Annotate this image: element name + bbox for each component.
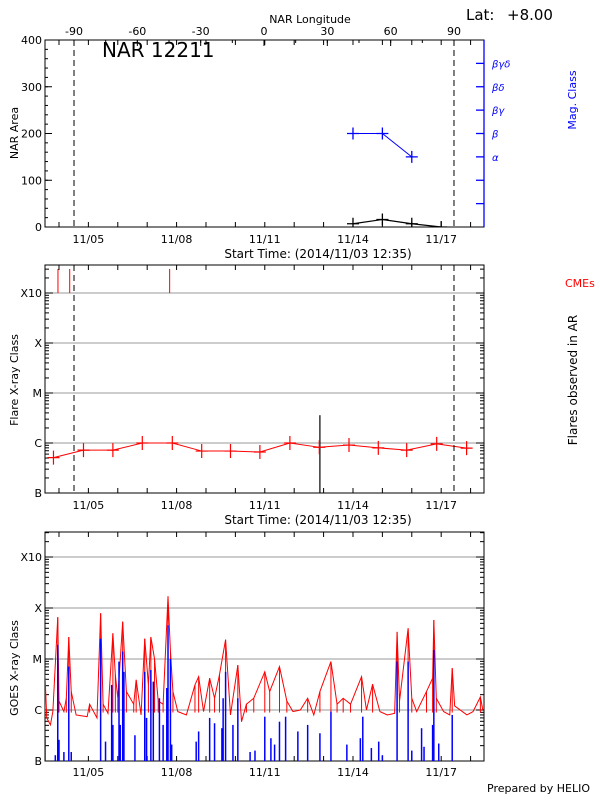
flare-class-point	[47, 450, 60, 465]
x-tick-label: 11/08	[161, 499, 193, 512]
lon-tick-label: 30	[320, 25, 334, 38]
x-tick-label: 11/05	[73, 766, 105, 779]
lon-tick-label: 60	[384, 25, 398, 38]
y-tick-label: X10	[20, 551, 42, 564]
flare-class-point	[166, 436, 179, 450]
flare-class-point	[224, 444, 237, 459]
mag-class-label: βδ	[491, 83, 505, 94]
y-tick-label: 300	[21, 81, 42, 94]
footer-credit: Prepared by HELIO	[487, 782, 590, 795]
cme-label: CMEs	[565, 277, 595, 290]
y-tick-label: 100	[21, 174, 42, 187]
y-tick-label: X	[34, 602, 42, 615]
nar-area-point	[376, 213, 389, 226]
flare-class-point	[136, 436, 149, 450]
mid-xlabel: Start Time: (2014/11/03 12:35)	[224, 513, 411, 527]
region-title: NAR 12211	[102, 38, 215, 62]
flare-class-point	[343, 438, 356, 453]
flare-class-point	[253, 445, 266, 460]
mag-class-point	[405, 150, 418, 163]
mid-ylabel: Flare X-ray Class	[8, 334, 21, 426]
top-axis-label: NAR Longitude	[269, 13, 351, 26]
y-tick-label: 0	[35, 221, 42, 234]
lon-tick-label: 90	[447, 25, 461, 38]
flare-class-point	[313, 440, 326, 455]
y-tick-label: M	[33, 653, 43, 666]
flare-class-point	[195, 444, 208, 459]
y-tick-label: 200	[21, 128, 42, 141]
bot-ylabel: GOES X-ray Class	[8, 620, 21, 716]
lon-tick-label: 0	[261, 25, 268, 38]
x-tick-label: 11/14	[337, 499, 369, 512]
flare-class-point	[106, 443, 119, 458]
top-ylabel-right: Mag. Class	[566, 70, 579, 129]
x-tick-label: 11/05	[73, 499, 105, 512]
series-group	[45, 596, 484, 761]
mag-class-label: α	[492, 153, 499, 164]
top-ylabel: NAR Area	[8, 107, 21, 159]
y-tick-label: B	[34, 487, 42, 500]
flare-class-panel: B C M X X10 11/05 11/08 11/11 11/14 11/17	[20, 264, 485, 512]
x-tick-label: 11/08	[161, 233, 193, 246]
x-tick-label: 11/05	[73, 233, 105, 246]
mag-class-point	[376, 127, 389, 140]
nar-area-point	[405, 217, 418, 227]
y-tick-label: M	[33, 387, 43, 400]
goes-xray-panel: B C M X X10 11/05 11/08 11/11 11/14 11/17	[20, 531, 485, 779]
plot-frame	[44, 39, 485, 228]
series-group	[47, 269, 473, 493]
plot-frame	[44, 264, 485, 494]
flare-class-point	[283, 436, 296, 450]
mag-class-label: β	[491, 130, 499, 141]
mag-class-label: βγ	[491, 106, 505, 117]
y-tick-label: X10	[20, 287, 42, 300]
y-tick-label: X	[34, 337, 42, 350]
top-xlabel: Start Time: (2014/11/03 12:35)	[224, 247, 411, 261]
x-tick-label: 11/17	[425, 766, 457, 779]
x-tick-label: 11/11	[249, 233, 281, 246]
x-tick-label: 11/17	[425, 233, 457, 246]
lat-label: Lat:	[466, 6, 494, 24]
lon-tick-label: -30	[192, 25, 210, 38]
mag-class-point	[346, 127, 359, 140]
y-tick-label: C	[34, 704, 42, 717]
x-tick-label: 11/14	[337, 233, 369, 246]
nar-area-panel: 0 100 200 300 400 α β βγ βδ βγδ -90 -60 -30 0 30 60 90 11…	[21, 25, 510, 246]
x-tick-label: 11/11	[249, 499, 281, 512]
y-tick-label: 400	[21, 34, 42, 47]
y-tick-label: C	[34, 437, 42, 450]
flare-class-point	[430, 436, 443, 451]
flare-class-point	[460, 441, 473, 456]
goes-long-channel-line	[45, 596, 484, 727]
y-tick-label: B	[34, 755, 42, 768]
flare-class-point	[77, 443, 90, 458]
lon-tick-label: -60	[128, 25, 146, 38]
x-tick-label: 11/14	[337, 766, 369, 779]
x-tick-label: 11/08	[161, 766, 193, 779]
flare-class-point	[372, 440, 385, 455]
nar-area-point	[346, 217, 359, 227]
nar-area-line	[352, 218, 442, 227]
x-tick-label: 11/11	[249, 766, 281, 779]
lat-value: +8.00	[507, 6, 553, 24]
lon-tick-label: -90	[65, 25, 83, 38]
mag-class-label: βγδ	[491, 59, 510, 70]
mid-ylabel-right: Flares observed in AR	[566, 315, 580, 445]
x-tick-label: 11/17	[425, 499, 457, 512]
nar-area-point	[435, 221, 448, 227]
flare-class-point	[400, 443, 413, 458]
top-series	[346, 127, 448, 227]
